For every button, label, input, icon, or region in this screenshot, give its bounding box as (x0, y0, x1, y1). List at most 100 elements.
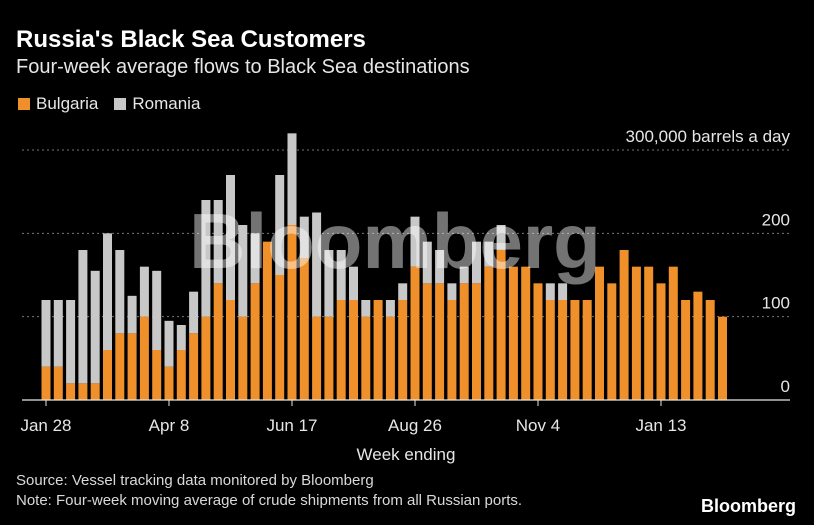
bar-romania (189, 291, 199, 334)
bar-bulgaria (693, 291, 703, 400)
bar-bulgaria (410, 266, 420, 400)
bar-bulgaria (422, 283, 432, 400)
bar-bulgaria (533, 283, 543, 400)
bar-bulgaria (226, 300, 235, 400)
bar-romania (152, 270, 162, 350)
bar-bulgaria (484, 266, 494, 400)
bar-romania (164, 320, 174, 367)
bar-romania (312, 212, 322, 317)
bar-romania (287, 133, 297, 225)
bar-bulgaria (152, 350, 162, 400)
bar-romania (176, 325, 186, 350)
bloomberg-logo: Bloomberg (700, 496, 796, 516)
bar-bulgaria (139, 316, 149, 400)
bar-bulgaria (496, 250, 506, 400)
y-tick-label: 200 (762, 210, 790, 229)
bar-bulgaria (201, 316, 211, 400)
bar-romania (484, 241, 494, 267)
watermark: Bloomberg (189, 197, 601, 285)
bar-bulgaria (459, 283, 469, 400)
bar-romania (275, 175, 285, 275)
bar-bulgaria (41, 366, 51, 400)
bar-bulgaria (508, 266, 518, 400)
bar-bulgaria (644, 266, 654, 400)
bar-romania (361, 300, 371, 317)
bar-romania (90, 270, 100, 384)
bar-romania (435, 250, 445, 284)
bar-bulgaria (373, 300, 383, 400)
bar-bulgaria (312, 316, 322, 400)
x-axis-title: Week ending (357, 445, 456, 464)
legend-label-romania: Romania (132, 94, 201, 113)
chart-title: Russia's Black Sea Customers (16, 26, 366, 53)
legend-swatch-bulgaria (18, 98, 30, 110)
bar-bulgaria (213, 283, 223, 400)
bar-bulgaria (631, 266, 641, 400)
y-tick-label: 300,000 barrels a day (626, 127, 791, 146)
bar-bulgaria (656, 283, 666, 400)
bar-bulgaria (78, 383, 88, 400)
bar-romania (496, 225, 506, 250)
bar-bulgaria (558, 300, 568, 400)
bar-bulgaria (545, 300, 555, 400)
bar-romania (459, 266, 469, 284)
bar-romania (349, 266, 358, 300)
bar-bulgaria (324, 316, 334, 400)
x-tick-label: Jan 13 (635, 416, 686, 435)
bar-romania (139, 266, 149, 317)
bar-bulgaria (238, 316, 248, 400)
bar-romania (472, 241, 481, 284)
bar-bulgaria (398, 300, 408, 400)
bar-bulgaria (127, 333, 137, 400)
bar-romania (226, 175, 235, 300)
bar-bulgaria (53, 366, 63, 400)
bar-bulgaria (115, 333, 125, 400)
x-tick-label: Aug 26 (388, 416, 442, 435)
x-tick-label: Jan 28 (20, 416, 71, 435)
bar-bulgaria (103, 350, 112, 400)
bar-bulgaria (447, 300, 457, 400)
bar-bulgaria (262, 241, 272, 400)
y-tick-label: 0 (781, 377, 790, 396)
bar-bulgaria (668, 266, 678, 400)
bar-bulgaria (361, 316, 371, 400)
bar-bulgaria (718, 316, 727, 400)
legend-label-bulgaria: Bulgaria (36, 94, 99, 113)
bar-bulgaria (472, 283, 481, 400)
legend: Bulgaria Romania (18, 94, 200, 114)
bar-bulgaria (189, 333, 199, 400)
bar-romania (299, 216, 309, 259)
bar-romania (213, 200, 223, 284)
bar-bulgaria (705, 300, 715, 400)
bar-romania (558, 283, 568, 300)
bar-romania (41, 300, 51, 367)
bar-bulgaria (385, 316, 395, 400)
bar-bulgaria (66, 383, 76, 400)
method-note: Note: Four-week moving average of crude … (16, 492, 523, 509)
bar-romania (201, 200, 211, 317)
bar-romania (78, 250, 88, 384)
bar-bulgaria (90, 383, 100, 400)
bar-bulgaria (607, 283, 617, 400)
bar-bulgaria (570, 300, 580, 400)
bar-bulgaria (299, 258, 309, 400)
bar-bulgaria (287, 225, 297, 400)
bar-romania (324, 250, 334, 317)
bar-romania (115, 250, 125, 334)
bar-romania (447, 283, 457, 300)
bar-bulgaria (595, 266, 604, 400)
bar-bulgaria (582, 300, 592, 400)
bar-romania (410, 216, 420, 267)
bar-romania (422, 241, 432, 284)
legend-swatch-romania (114, 98, 127, 110)
bar-romania (250, 233, 260, 284)
bar-romania (53, 300, 63, 367)
bar-bulgaria (275, 275, 285, 400)
bar-bulgaria (521, 266, 531, 400)
bar-romania (103, 233, 112, 350)
bar-bulgaria (250, 283, 260, 400)
x-tick-label: Jun 17 (266, 416, 317, 435)
bar-romania (398, 283, 408, 300)
bar-romania (127, 295, 137, 334)
bar-romania (336, 250, 346, 300)
